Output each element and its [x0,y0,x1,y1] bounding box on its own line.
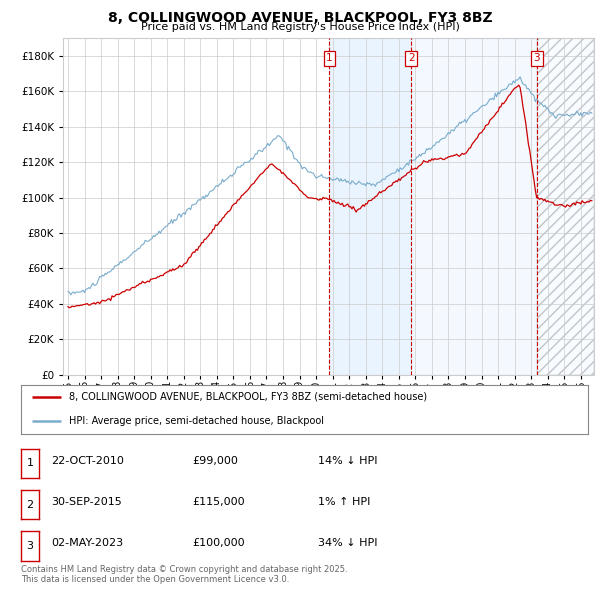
Text: Contains HM Land Registry data © Crown copyright and database right 2025.
This d: Contains HM Land Registry data © Crown c… [21,565,347,584]
Text: 14% ↓ HPI: 14% ↓ HPI [318,456,377,466]
Text: 02-MAY-2023: 02-MAY-2023 [51,539,123,548]
Text: 3: 3 [533,54,540,64]
Text: 1: 1 [26,458,34,468]
Text: 8, COLLINGWOOD AVENUE, BLACKPOOL, FY3 8BZ (semi-detached house): 8, COLLINGWOOD AVENUE, BLACKPOOL, FY3 8B… [69,392,427,402]
Text: 34% ↓ HPI: 34% ↓ HPI [318,539,377,548]
Text: 8, COLLINGWOOD AVENUE, BLACKPOOL, FY3 8BZ: 8, COLLINGWOOD AVENUE, BLACKPOOL, FY3 8B… [107,11,493,25]
Text: 30-SEP-2015: 30-SEP-2015 [51,497,122,507]
Text: £115,000: £115,000 [192,497,245,507]
Bar [536,38,594,375]
Bar [411,38,536,375]
Text: 22-OCT-2010: 22-OCT-2010 [51,456,124,466]
Text: 1% ↑ HPI: 1% ↑ HPI [318,497,370,507]
Text: 2: 2 [26,500,34,510]
Text: HPI: Average price, semi-detached house, Blackpool: HPI: Average price, semi-detached house,… [69,417,324,427]
Text: 2: 2 [408,54,415,64]
Text: Price paid vs. HM Land Registry's House Price Index (HPI): Price paid vs. HM Land Registry's House … [140,22,460,32]
Bar [329,38,411,375]
Text: 3: 3 [26,541,34,551]
Bar [536,38,594,375]
Text: 1: 1 [326,54,333,64]
Text: £100,000: £100,000 [192,539,245,548]
Text: £99,000: £99,000 [192,456,238,466]
